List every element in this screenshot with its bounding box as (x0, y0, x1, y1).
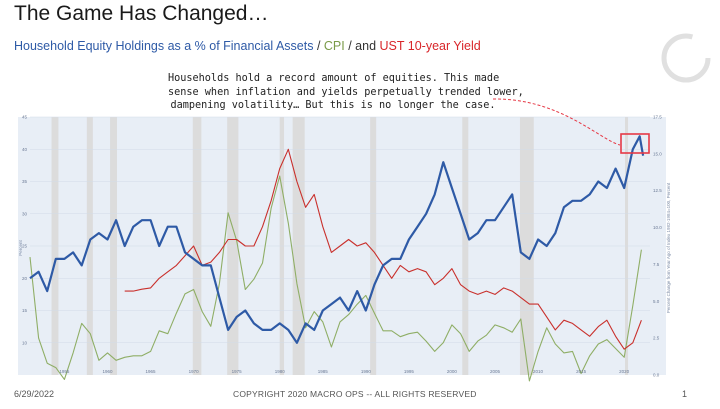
y-left-tick-label: 30 (22, 211, 28, 216)
x-tick-label: 1985 (318, 369, 329, 374)
y-right-tick-label: 2.5 (653, 336, 660, 341)
legend-separator: / and (344, 39, 380, 53)
annotation-line: dampening volatility… But this is no lon… (170, 100, 496, 111)
series-line-cpi (29, 175, 642, 382)
footer-date: 6/29/2022 (14, 389, 55, 399)
y-left-tick-label: 15 (22, 308, 28, 313)
y-left-tick-label: 10 (22, 340, 28, 345)
footer-copyright: COPYRIGHT 2020 MACRO OPS -- ALL RIGHTS R… (233, 389, 477, 399)
x-tick-label: 1965 (146, 369, 157, 374)
page-number: 1 (682, 389, 688, 399)
legend-yield-label: UST 10-year Yield (379, 39, 481, 53)
x-tick-label: 1990 (361, 369, 372, 374)
y-left-tick-label: 45 (22, 115, 28, 120)
chart-subtitle: Household Equity Holdings as a % of Fina… (14, 39, 481, 53)
x-tick-label: 1975 (232, 369, 243, 374)
x-tick-label: 2015 (576, 369, 587, 374)
brand-logo-icon (661, 33, 711, 83)
x-tick-label: 1995 (404, 369, 415, 374)
legend-equity-label: Household Equity Holdings as a % of Fina… (14, 39, 314, 53)
legend-separator: / (313, 39, 324, 53)
chart-annotation: Households hold a record amount of equit… (168, 72, 524, 113)
y-right-tick-label: 10.0 (653, 225, 662, 230)
x-tick-label: 1955 (59, 369, 70, 374)
y-right-tick-label: 17.5 (653, 115, 662, 120)
y-right-tick-label: 12.5 (653, 188, 662, 193)
x-tick-label: 2010 (533, 369, 544, 374)
y-left-tick-label: 20 (22, 276, 28, 281)
y-right-tick-label: 15.0 (653, 151, 662, 156)
y-axis-right-title: Percent Change from Year Ago of Index 19… (666, 182, 671, 313)
y-right-tick-label: 5.0 (653, 299, 660, 304)
x-tick-label: 2020 (619, 369, 630, 374)
legend-cpi-label: CPI (323, 39, 345, 53)
series-line-equity (29, 135, 645, 344)
y-right-tick-label: 0.0 (653, 373, 660, 378)
x-tick-label: 2000 (447, 369, 458, 374)
y-left-tick-label: 25 (22, 244, 28, 249)
x-tick-label: 2005 (490, 369, 501, 374)
y-left-tick-label: 35 (22, 179, 28, 184)
slide-title: The Game Has Changed… (14, 2, 269, 25)
x-tick-label: 1970 (189, 369, 200, 374)
x-tick-label: 1960 (102, 369, 113, 374)
highlight-box (620, 133, 650, 154)
x-tick-label: 1980 (275, 369, 286, 374)
annotation-line: sense when inflation and yields perpetua… (168, 86, 524, 98)
y-left-tick-label: 40 (22, 147, 28, 152)
annotation-line: Households hold a record amount of equit… (168, 73, 500, 84)
annotation-connector (492, 98, 621, 146)
y-axis-left-title: Percent (18, 239, 23, 255)
y-right-tick-label: 7.5 (653, 262, 660, 267)
axes: 10 15 20 25 30 35 40 45 0.0 2.5 5.0 7.5 10.0 12.5 15.0… (22, 115, 662, 378)
series-lines (29, 135, 645, 382)
